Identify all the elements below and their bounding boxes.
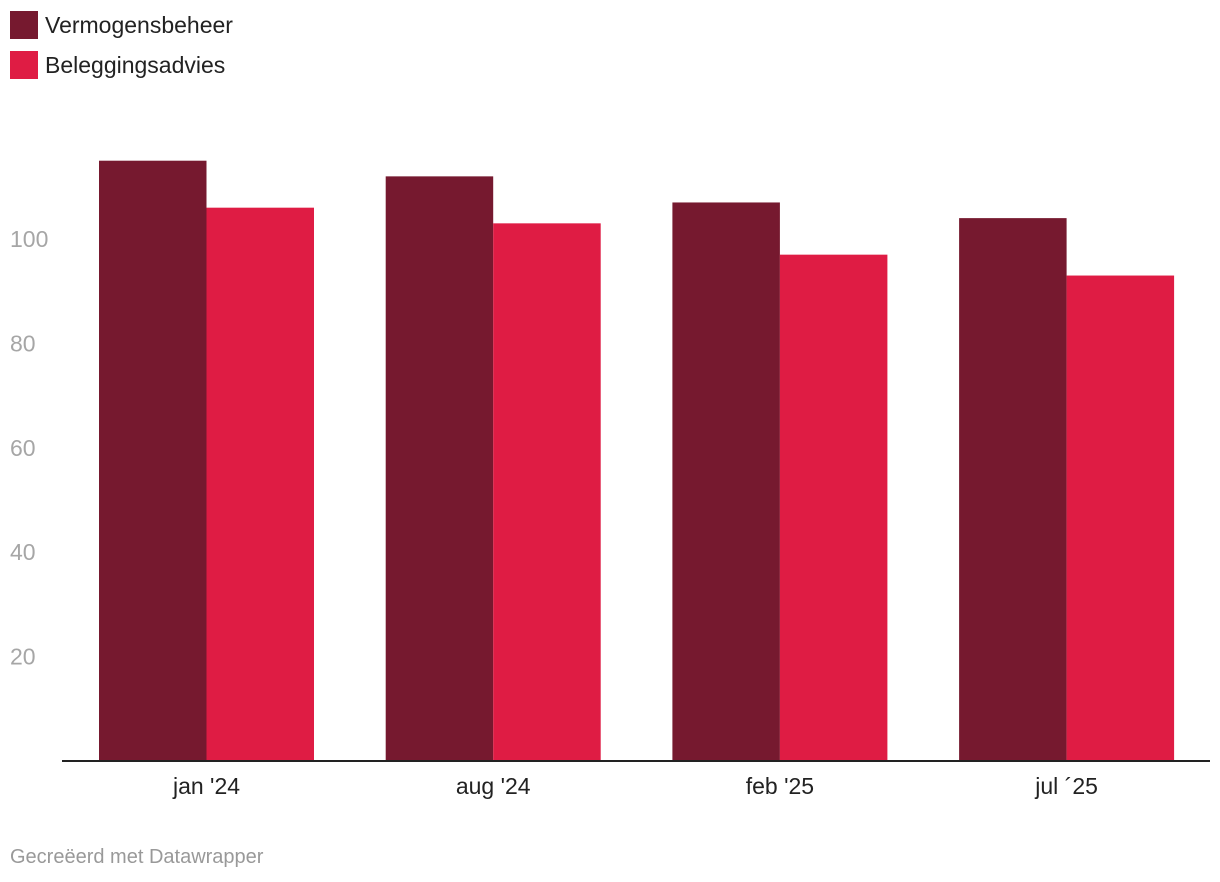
- bar-beleggingsadvies: [206, 207, 314, 761]
- legend: Vermogensbeheer Beleggingsadvies: [10, 11, 233, 91]
- footer-credit: Gecreëerd met Datawrapper: [10, 846, 264, 868]
- bar-beleggingsadvies: [779, 254, 888, 761]
- legend-label-vermogensbeheer: Vermogensbeheer: [45, 11, 233, 38]
- x-category-label: aug '24: [456, 773, 531, 799]
- y-tick-label: 40: [10, 539, 36, 565]
- legend-swatch-vermogensbeheer: [10, 11, 38, 39]
- bar-vermogensbeheer: [99, 160, 207, 761]
- bar-vermogensbeheer: [959, 218, 1067, 761]
- legend-label-beleggingsadvies: Beleggingsadvies: [45, 51, 226, 78]
- bar-beleggingsadvies: [1066, 275, 1175, 761]
- x-category-label: feb '25: [746, 773, 814, 799]
- x-category-label: jan '24: [172, 773, 240, 799]
- x-category-label: jul ´25: [1034, 773, 1098, 799]
- bar-vermogensbeheer: [385, 176, 494, 762]
- bar-vermogensbeheer: [672, 202, 780, 761]
- legend-swatch-beleggingsadvies: [10, 51, 38, 79]
- legend-item-vermogensbeheer: Vermogensbeheer: [10, 11, 233, 39]
- y-tick-label: 100: [10, 226, 48, 252]
- y-tick-label: 20: [10, 644, 36, 670]
- bar-beleggingsadvies: [493, 223, 601, 762]
- y-tick-label: 60: [10, 435, 36, 461]
- legend-item-beleggingsadvies: Beleggingsadvies: [10, 51, 233, 79]
- y-tick-label: 80: [10, 330, 36, 356]
